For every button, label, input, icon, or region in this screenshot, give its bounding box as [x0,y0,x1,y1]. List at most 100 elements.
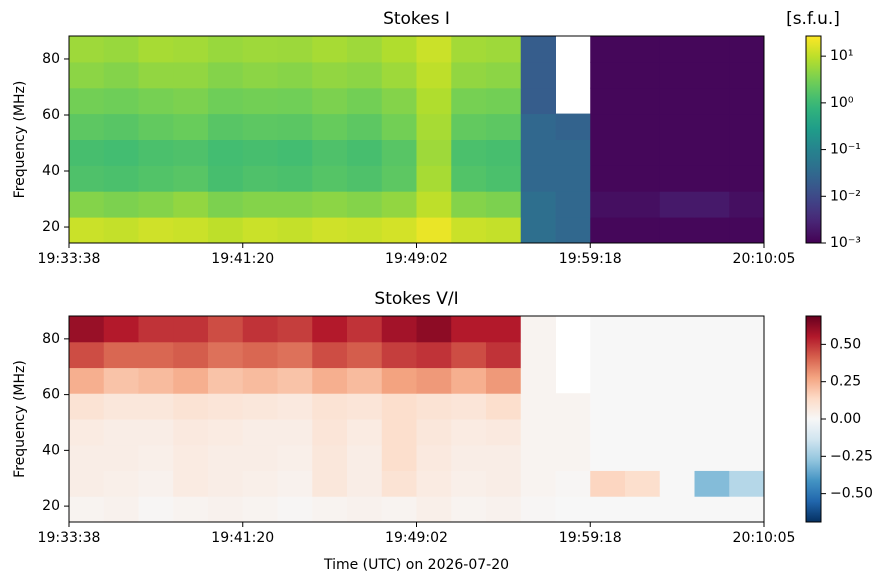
heatmap-cell [69,393,105,420]
heatmap-cell [242,139,278,166]
heatmap-cell [242,367,278,394]
heatmap-cell [208,393,244,420]
heatmap-cell [208,444,244,471]
heatmap-cell [729,393,765,420]
heatmap-cell [625,419,661,446]
heatmap-cell [312,36,348,63]
heatmap-cell [242,217,278,244]
heatmap-cell [416,87,452,115]
heatmap-cell [729,165,765,192]
heatmap-cell [451,367,487,394]
heatmap-cell [381,367,417,394]
heatmap-cell [381,393,417,420]
heatmap-cell [729,341,765,369]
heatmap-cell [659,36,695,63]
heatmap-cell [277,367,313,394]
x-tick-label: 20:10:05 [733,251,796,267]
heatmap-cell [590,444,626,471]
heatmap-cell [729,217,765,244]
heatmap-cell [173,36,209,63]
heatmap-cell [520,36,556,63]
heatmap-cell [625,36,661,63]
heatmap-cell [729,496,765,523]
colorbar-tick-label: −0.50 [830,486,873,502]
heatmap-cell [173,61,209,89]
heatmap-cell [625,444,661,471]
heatmap-cell [312,61,348,89]
heatmap-cell [625,61,661,89]
heatmap-cell [416,191,452,218]
heatmap-cell [138,139,174,166]
heatmap-cell [694,165,730,192]
heatmap-cell [69,496,105,523]
heatmap-cell [381,496,417,523]
heatmap-cell [138,191,174,218]
heatmap-cell [486,341,522,369]
heatmap-cell [659,61,695,89]
heatmap-cell [694,316,730,343]
y-tick-label: 80 [42,331,60,347]
x-tick-label: 19:33:38 [38,530,101,546]
heatmap-cell [103,87,139,115]
heatmap-cell [520,191,556,218]
heatmap-cell [520,367,556,394]
heatmap-cell [173,367,209,394]
heatmap-cell [625,191,661,218]
heatmap-cell [416,367,452,394]
heatmap-cell [173,444,209,471]
heatmap-cell [173,139,209,166]
heatmap-cell [242,191,278,218]
heatmap-cell [416,444,452,471]
heatmap-cell [729,444,765,471]
heatmap-cell [103,444,139,471]
heatmap-cell [659,139,695,166]
heatmap-cell [69,191,105,218]
heatmap-cell [138,367,174,394]
heatmap-cell [659,341,695,369]
heatmap-cell [625,470,661,497]
heatmap-cell [103,496,139,523]
heatmap-cell [69,217,105,244]
heatmap-cell [242,496,278,523]
heatmap-cell [625,316,661,343]
heatmap-cell [347,87,383,115]
heatmap-cell [381,419,417,446]
heatmap-cell [590,316,626,343]
heatmap-cell [103,139,139,166]
heatmap-cell [69,113,105,140]
heatmap-cell [694,496,730,523]
heatmap-cell [486,113,522,140]
heatmap-cell [347,341,383,369]
heatmap-cell [520,139,556,166]
heatmap-cell [277,316,313,343]
heatmap-cell [486,139,522,166]
heatmap-cell [659,496,695,523]
heatmap-cell [555,165,591,192]
heatmap-cell [242,470,278,497]
x-tick-label: 19:41:20 [211,530,274,546]
heatmap-cell [347,367,383,394]
heatmap-cell [694,61,730,89]
heatmap-cell [555,444,591,471]
heatmap-cell [590,87,626,115]
x-tick-label: 19:59:18 [559,251,622,267]
heatmap-cell [277,393,313,420]
heatmap-cell [347,61,383,89]
heatmap-cell [103,165,139,192]
heatmap-cell [625,496,661,523]
heatmap-cell [659,87,695,115]
y-tick-label: 20 [42,219,60,235]
heatmap-cell [416,470,452,497]
heatmap-cell [451,61,487,89]
heatmap-cell [486,316,522,343]
heatmap-cell [277,191,313,218]
heatmap-cell [555,393,591,420]
heatmap-cell [347,496,383,523]
heatmap-cell [347,36,383,63]
heatmap-cell [277,36,313,63]
heatmap-cell [416,61,452,89]
heatmap-cell [590,191,626,218]
heatmap-cell [103,419,139,446]
y-tick-label: 40 [42,163,60,179]
heatmap-cell [520,87,556,115]
